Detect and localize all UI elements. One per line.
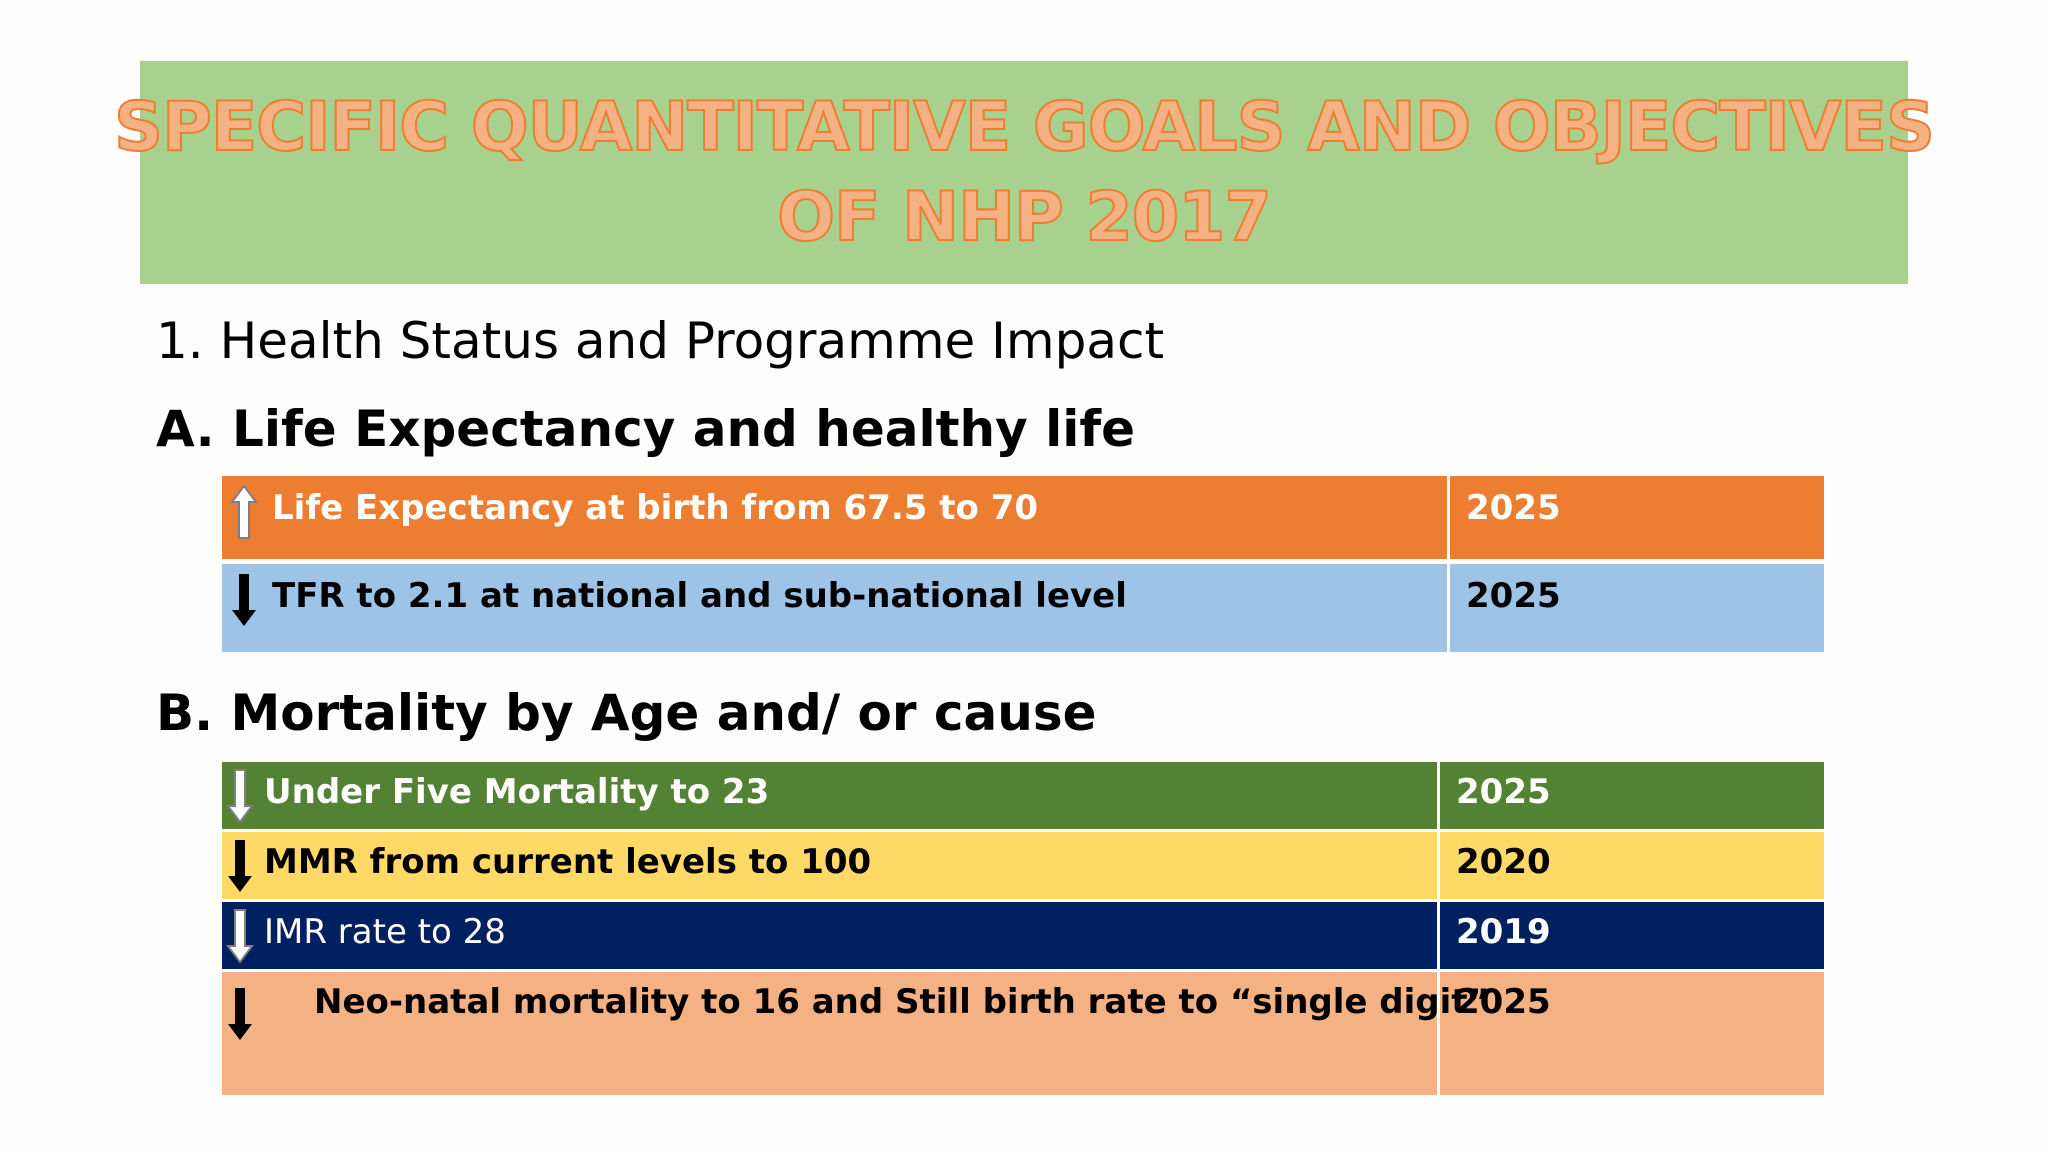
goal-text: MMR from current levels to 100 (264, 842, 872, 882)
down-arrow-icon (228, 840, 252, 892)
section-b-heading: B. Mortality by Age and/ or cause (156, 684, 1097, 742)
goal-cell: IMR rate to 28 (222, 902, 1440, 969)
down-arrow-icon (228, 988, 252, 1040)
goal-cell: Neo-natal mortality to 16 and Still birt… (222, 972, 1490, 1095)
table-row: TFR to 2.1 at national and sub-national … (222, 564, 1824, 652)
goal-cell: Under Five Mortality to 23 (222, 762, 1440, 829)
table-row: Under Five Mortality to 23 2025 (222, 762, 1824, 832)
life-expectancy-table: Life Expectancy at birth from 67.5 to 70… (222, 476, 1824, 652)
down-arrow-icon (226, 909, 254, 964)
up-arrow-icon (230, 484, 258, 539)
goal-text: Neo-natal mortality to 16 and Still birt… (314, 982, 1490, 1022)
section-subtitle: 1. Health Status and Programme Impact (156, 312, 1165, 370)
target-year: 2025 (1456, 772, 1551, 812)
slide-title-line-1: SPECIFIC QUANTITATIVE GOALS AND OBJECTIV… (113, 87, 1936, 168)
goal-text: IMR rate to 28 (264, 912, 506, 952)
table-row: MMR from current levels to 100 2020 (222, 832, 1824, 902)
target-year: 2025 (1466, 488, 1561, 528)
down-arrow-icon (226, 769, 254, 824)
target-year: 2019 (1456, 912, 1551, 952)
goal-cell: MMR from current levels to 100 (222, 832, 1440, 899)
down-arrow-icon (232, 574, 256, 626)
goal-text: Life Expectancy at birth from 67.5 to 70 (272, 488, 1039, 528)
table-row: Neo-natal mortality to 16 and Still birt… (222, 972, 1824, 1095)
target-year: 2020 (1456, 842, 1551, 882)
table-row: IMR rate to 28 2019 (222, 902, 1824, 972)
goal-text: Under Five Mortality to 23 (264, 772, 770, 812)
section-a-heading: A. Life Expectancy and healthy life (156, 400, 1136, 458)
slide-title-line-2: OF NHP 2017 (776, 177, 1273, 258)
table-row: Life Expectancy at birth from 67.5 to 70… (222, 476, 1824, 564)
goal-cell: TFR to 2.1 at national and sub-national … (222, 564, 1450, 652)
target-year: 2025 (1466, 576, 1561, 616)
goal-cell: Life Expectancy at birth from 67.5 to 70 (222, 476, 1450, 559)
goal-text: TFR to 2.1 at national and sub-national … (272, 576, 1127, 616)
target-year: 2025 (1456, 982, 1551, 1022)
mortality-table: Under Five Mortality to 23 2025 MMR from… (222, 762, 1824, 1095)
title-banner: SPECIFIC QUANTITATIVE GOALS AND OBJECTIV… (113, 61, 1936, 284)
